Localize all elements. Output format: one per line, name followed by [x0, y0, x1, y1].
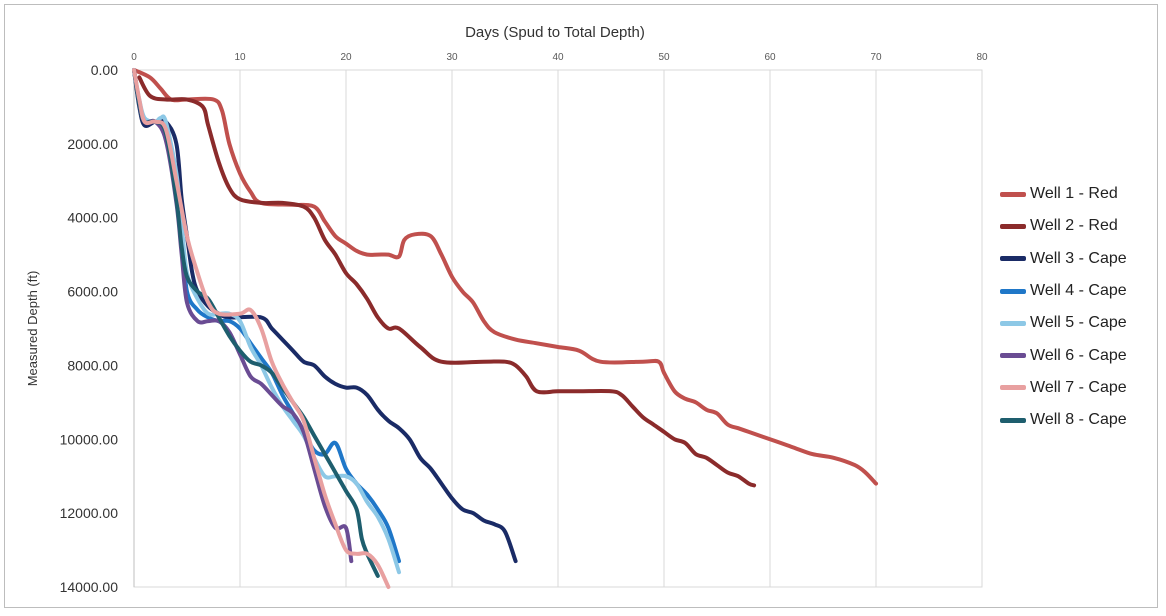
legend-item: Well 7 - Cape — [1000, 372, 1160, 404]
x-axis-title: Days (Spud to Total Depth) — [465, 24, 645, 41]
legend-item: Well 2 - Red — [1000, 210, 1160, 242]
y-tick-label: 2000.00 — [67, 136, 118, 152]
y-tick-label: 6000.00 — [67, 284, 118, 300]
legend-swatch — [1000, 191, 1026, 197]
x-tick-label: 40 — [552, 52, 564, 63]
y-axis-title: Measured Depth (ft) — [25, 271, 40, 387]
legend-label: Well 6 - Cape — [1030, 346, 1127, 364]
legend-item: Well 6 - Cape — [1000, 339, 1160, 371]
legend: Well 1 - Red Well 2 - Red Well 3 - Cape … — [1000, 178, 1160, 436]
x-tick-label: 30 — [446, 52, 458, 63]
series-line — [132, 68, 391, 589]
legend-swatch — [1000, 353, 1026, 359]
legend-label: Well 2 - Red — [1030, 217, 1118, 235]
y-tick-label: 10000.00 — [60, 431, 119, 447]
legend-swatch — [1000, 288, 1026, 294]
legend-label: Well 5 - Cape — [1030, 314, 1127, 332]
legend-swatch — [1000, 320, 1026, 326]
legend-swatch — [1000, 417, 1026, 423]
legend-item: Well 5 - Cape — [1000, 307, 1160, 339]
legend-label: Well 3 - Cape — [1030, 249, 1127, 267]
legend-item: Well 1 - Red — [1000, 178, 1160, 210]
series-line — [132, 68, 401, 575]
x-tick-label: 80 — [976, 52, 988, 63]
x-tick-label: 70 — [870, 52, 882, 63]
x-tick-label: 20 — [340, 52, 352, 63]
legend-label: Well 1 - Red — [1030, 185, 1118, 203]
x-tick-label: 0 — [131, 52, 137, 63]
series-line — [132, 68, 878, 486]
y-tick-label: 14000.00 — [60, 579, 119, 595]
legend-swatch — [1000, 223, 1026, 229]
series-line — [137, 75, 757, 488]
legend-label: Well 4 - Cape — [1030, 282, 1127, 300]
legend-item: Well 4 - Cape — [1000, 275, 1160, 307]
y-tick-label: 8000.00 — [67, 357, 118, 373]
legend-item: Well 3 - Cape — [1000, 243, 1160, 275]
y-tick-label: 12000.00 — [60, 505, 119, 521]
x-tick-label: 50 — [658, 52, 670, 63]
y-tick-label: 0.00 — [91, 62, 118, 78]
legend-label: Well 7 - Cape — [1030, 378, 1127, 396]
x-tick-label: 60 — [764, 52, 776, 63]
legend-swatch — [1000, 385, 1026, 391]
chart-frame — [4, 4, 1158, 608]
legend-item: Well 8 - Cape — [1000, 404, 1160, 436]
legend-label: Well 8 - Cape — [1030, 411, 1127, 429]
legend-swatch — [1000, 256, 1026, 262]
x-tick-label: 10 — [234, 52, 246, 63]
y-tick-label: 4000.00 — [67, 210, 118, 226]
